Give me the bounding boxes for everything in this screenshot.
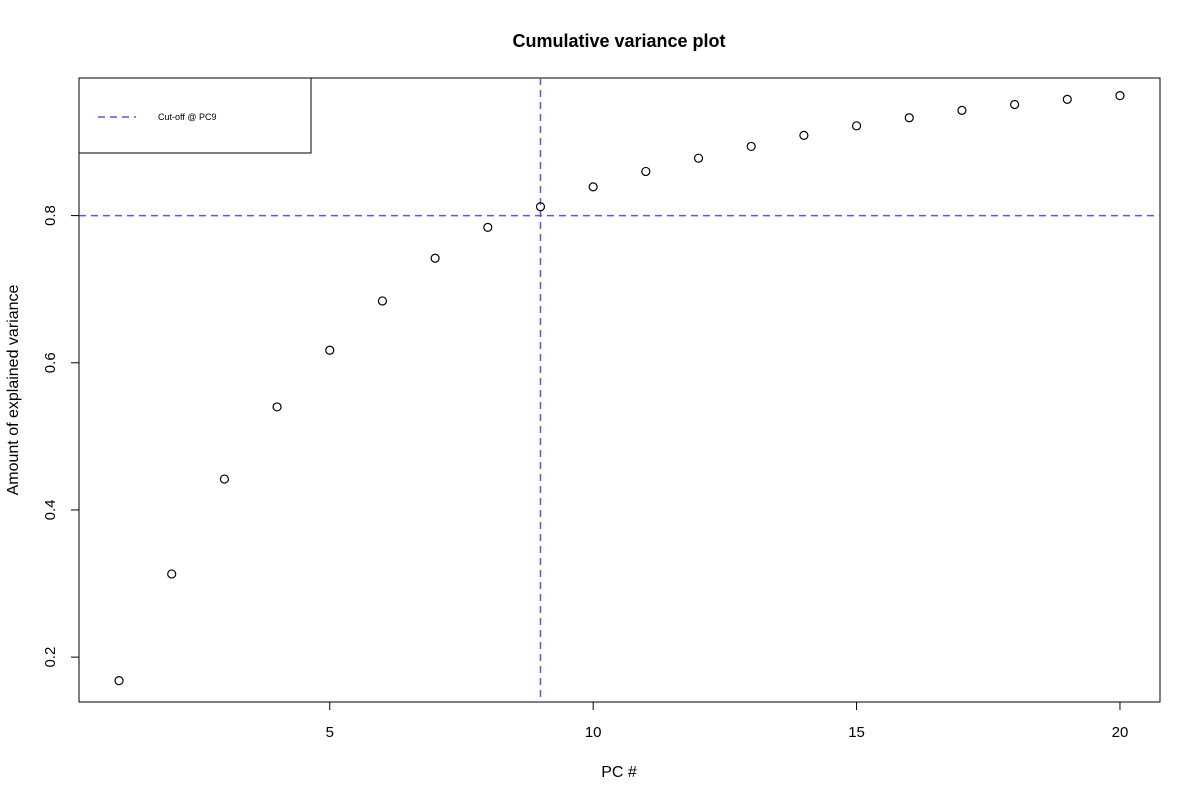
data-point bbox=[957, 105, 967, 115]
data-point bbox=[1115, 91, 1125, 101]
data-point bbox=[1062, 94, 1072, 104]
chart-title: Cumulative variance plot bbox=[512, 31, 725, 51]
data-point bbox=[483, 222, 493, 232]
data-point bbox=[272, 402, 282, 412]
y-tick-label: 0.6 bbox=[42, 352, 59, 373]
data-point bbox=[535, 202, 546, 212]
legend: Cut-off @ PC9 bbox=[78, 77, 312, 154]
x-axis-label: PC # bbox=[601, 764, 637, 781]
legend-label-cutoff: Cut-off @ PC9 bbox=[158, 112, 217, 122]
data-point bbox=[851, 121, 862, 131]
data-point bbox=[904, 113, 914, 123]
data-point bbox=[377, 296, 388, 306]
data-point bbox=[1010, 99, 1020, 110]
y-axis-label: Amount of explained variance bbox=[5, 285, 22, 496]
plot-area-border bbox=[78, 77, 1161, 703]
data-point bbox=[167, 569, 177, 579]
y-tick-label: 0.4 bbox=[42, 500, 59, 521]
y-tick-label: 0.2 bbox=[42, 647, 59, 668]
data-point bbox=[588, 182, 598, 192]
data-point bbox=[746, 141, 756, 152]
data-point bbox=[641, 166, 651, 177]
x-tick-label: 5 bbox=[326, 724, 334, 741]
data-point bbox=[693, 153, 704, 163]
x-tick-label: 20 bbox=[1112, 724, 1129, 741]
reference-lines bbox=[79, 78, 1160, 702]
y-tick-label: 0.8 bbox=[42, 205, 59, 226]
data-point bbox=[325, 345, 335, 355]
x-tick-label: 15 bbox=[848, 724, 865, 741]
x-axis: 5 10 15 20 bbox=[326, 701, 1129, 741]
y-axis: 0.2 0.4 0.6 0.8 bbox=[42, 205, 80, 668]
legend-box bbox=[78, 77, 312, 154]
data-point bbox=[430, 253, 440, 263]
data-point bbox=[114, 676, 124, 686]
data-point bbox=[799, 130, 809, 140]
data-points bbox=[114, 91, 1125, 686]
x-tick-label: 10 bbox=[585, 724, 602, 741]
data-point bbox=[219, 474, 229, 484]
